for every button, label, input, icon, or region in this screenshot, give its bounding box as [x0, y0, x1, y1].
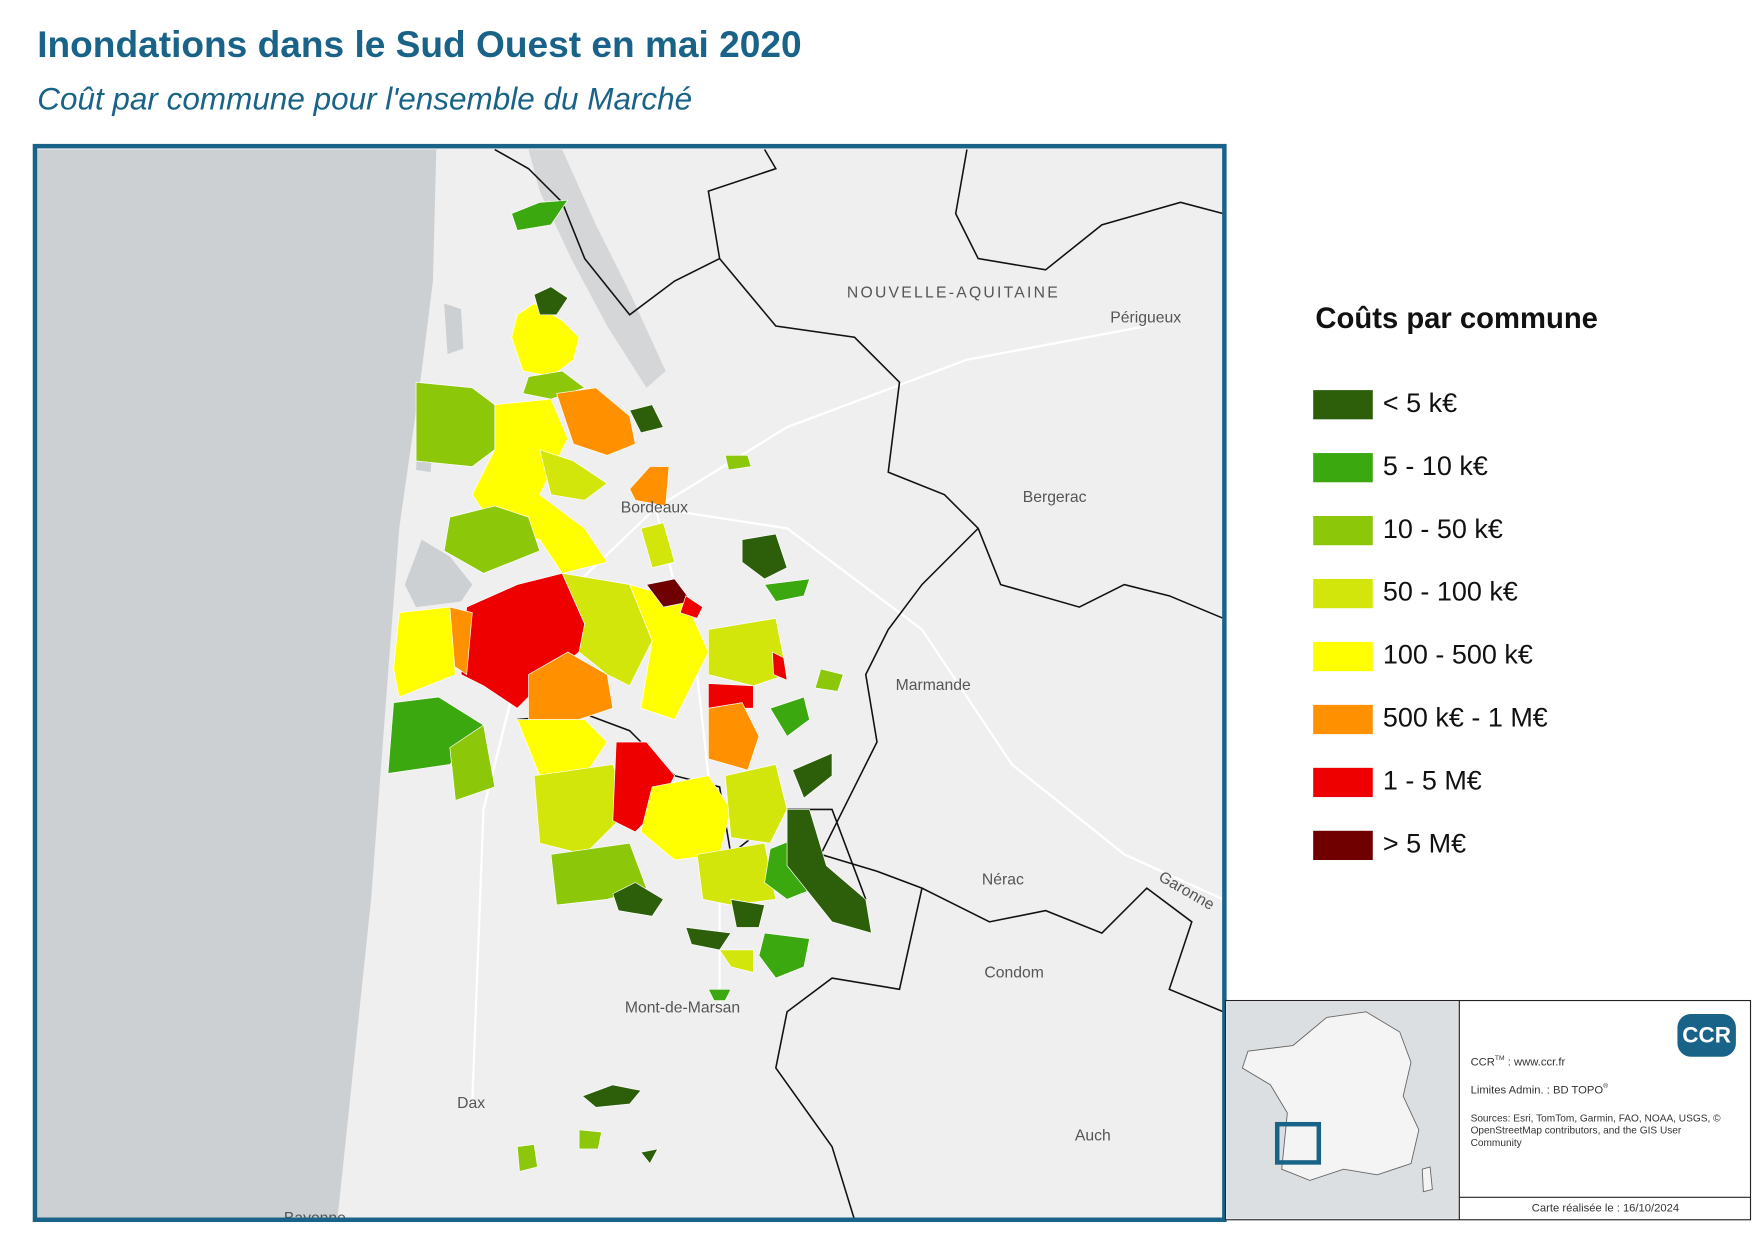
commune: [769, 696, 810, 737]
credit-text: TM: [1495, 1055, 1505, 1062]
place-label: Dax: [457, 1095, 485, 1112]
estuary: [528, 149, 666, 388]
commune: [443, 505, 541, 574]
commune: [516, 1144, 538, 1172]
logo: CCR: [1682, 1022, 1731, 1047]
commune: [758, 932, 810, 979]
lake: [444, 303, 464, 355]
credit-text: CCR: [1471, 1056, 1495, 1068]
legend-swatch: [1313, 830, 1373, 861]
commune: [629, 466, 670, 507]
subtitle: Coût par commune pour l'ensemble du Marc…: [37, 81, 692, 116]
commune: [786, 809, 872, 934]
commune: [724, 764, 788, 844]
place-label: Bordeaux: [621, 499, 688, 516]
credit-text: Limites Admin. : BD TOPO: [1471, 1084, 1604, 1096]
map: Bordeaux NOUVELLE-AQUITAINE Périgueux Be…: [37, 148, 1224, 1227]
commune: [718, 949, 754, 973]
commune: [792, 752, 833, 799]
commune: [696, 842, 777, 906]
commune: [640, 522, 676, 569]
place-label: Condom: [984, 965, 1043, 982]
inset: CCR CCRTM : www.ccr.fr Limites Admin. : …: [1224, 999, 1752, 1221]
legend-label: 100 - 500 k€: [1383, 640, 1533, 670]
commune: [708, 617, 788, 687]
place-label: Périgueux: [1110, 309, 1181, 326]
commune: [516, 719, 608, 777]
credit: Limites Admin. : BD TOPO®: [1471, 1082, 1609, 1097]
commune: [741, 533, 788, 580]
place-label: Mont-de-Marsan: [625, 1000, 740, 1017]
place-label: Bayonne: [284, 1210, 346, 1227]
commune: [578, 1129, 602, 1150]
place-label: Nérac: [982, 871, 1024, 888]
legend-swatch: [1313, 453, 1373, 483]
commune: [629, 404, 664, 434]
commune: [708, 683, 754, 709]
legend-title: Coûts par commune: [1315, 303, 1598, 335]
legend-swatch: [1313, 390, 1373, 420]
legend-label: 50 - 100 k€: [1383, 577, 1518, 607]
map-frame: [32, 143, 1227, 1223]
legend-label: < 5 k€: [1383, 388, 1457, 418]
commune: [556, 387, 636, 456]
commune: [533, 764, 631, 855]
sources: OpenStreetMap contributors, and the GIS …: [1471, 1126, 1682, 1137]
legend-label: 1 - 5 M€: [1383, 766, 1482, 796]
communes: [387, 199, 872, 1172]
commune: [533, 286, 569, 316]
commune: [814, 668, 844, 692]
commune: [679, 595, 704, 619]
place-label: Marmande: [896, 677, 971, 694]
ocean: [37, 149, 437, 1219]
commune: [708, 702, 760, 771]
legend-label: 10 - 50 k€: [1383, 514, 1503, 544]
commune: [415, 381, 496, 467]
commune: [393, 606, 456, 698]
commune: [724, 454, 752, 471]
place-label: Auch: [1075, 1128, 1111, 1145]
legend-swatch: [1313, 767, 1373, 798]
legend-label: 5 - 10 k€: [1383, 451, 1488, 481]
commune: [707, 988, 732, 1001]
place-label: NOUVELLE-AQUITAINE: [847, 285, 1060, 302]
commune: [511, 199, 569, 231]
place-label: Bergerac: [1023, 489, 1087, 506]
bassin: [404, 539, 473, 608]
credit-text: ®: [1603, 1082, 1608, 1090]
sources: Sources: Esri, TomTom, Garmin, FAO, NOAA…: [1471, 1113, 1721, 1124]
credit: CCRTM : www.ccr.fr: [1471, 1055, 1566, 1069]
commune: [612, 882, 664, 917]
legend-swatch: [1313, 641, 1373, 672]
legend: < 5 k€ 5 - 10 k€ 10 - 50 k€ 50 - 100 k€ 100 …: [1313, 388, 1548, 861]
legend-swatch: [1313, 516, 1373, 546]
sources: Community: [1471, 1138, 1523, 1149]
credit-text: : www.ccr.fr: [1505, 1056, 1566, 1068]
commune: [763, 578, 811, 602]
commune: [539, 449, 608, 501]
commune: [581, 1084, 642, 1108]
commune: [640, 1148, 659, 1165]
title: Inondations dans le Sud Ouest en mai 202…: [37, 23, 801, 65]
commune: [449, 724, 496, 801]
commune: [730, 898, 765, 928]
legend-label: > 5 M€: [1383, 829, 1466, 859]
legend-swatch: [1313, 704, 1373, 735]
commune: [772, 651, 788, 681]
legend-label: 500 k€ - 1 M€: [1383, 703, 1548, 733]
legend-swatch: [1313, 578, 1373, 609]
date: Carte réalisée le : 16/10/2024: [1532, 1202, 1679, 1214]
